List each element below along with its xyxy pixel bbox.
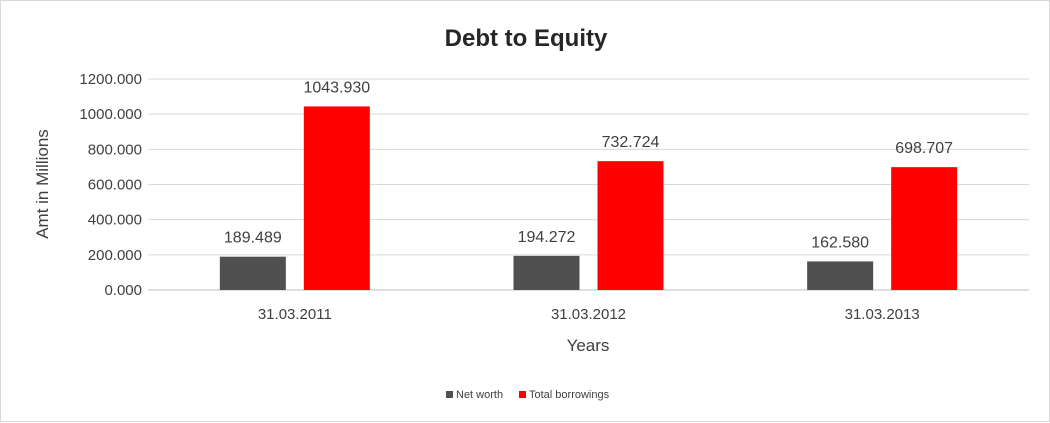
bar — [807, 261, 874, 290]
bar — [891, 167, 958, 290]
x-tick-label: 31.03.2011 — [258, 306, 332, 323]
x-axis-ticks: 31.03.2011 31.03.2012 31.03.2013 — [258, 306, 920, 323]
y-tick-label: 0.000 — [104, 282, 142, 299]
data-label: 732.724 — [602, 134, 660, 151]
legend-label: Net worth — [456, 389, 503, 401]
bar — [219, 256, 286, 290]
bars: 189.489 1043.930 194.272 732.724 162.580 698.… — [219, 79, 958, 290]
x-tick-label: 31.03.2012 — [551, 306, 626, 323]
x-axis-title: Years — [567, 336, 610, 355]
x-tick-label: 31.03.2013 — [845, 306, 920, 323]
data-label: 194.272 — [518, 229, 576, 246]
y-tick-label: 1000.000 — [79, 106, 142, 123]
bar — [597, 161, 664, 290]
gridlines — [148, 78, 1029, 291]
bar — [513, 255, 580, 290]
data-label: 1043.930 — [303, 79, 370, 96]
data-label: 162.580 — [811, 234, 869, 251]
y-tick-label: 1200.000 — [79, 71, 142, 88]
legend-label: Total borrowings — [529, 389, 610, 401]
data-label: 698.707 — [895, 140, 953, 157]
y-tick-label: 800.000 — [88, 141, 142, 158]
y-axis-ticks: 0.000 200.000 400.000 600.000 800.000 1000.00… — [79, 71, 142, 299]
bar — [303, 106, 370, 290]
y-tick-label: 600.000 — [88, 177, 142, 194]
y-axis-title: Amt in Millions — [33, 129, 52, 239]
legend: Net worth Total borrowings — [446, 389, 610, 401]
legend-swatch — [519, 391, 526, 398]
data-label: 189.489 — [224, 230, 282, 247]
y-tick-label: 400.000 — [88, 212, 142, 229]
legend-swatch — [446, 391, 453, 398]
y-tick-label: 200.000 — [88, 247, 142, 264]
chart-title: Debt to Equity — [445, 25, 608, 52]
